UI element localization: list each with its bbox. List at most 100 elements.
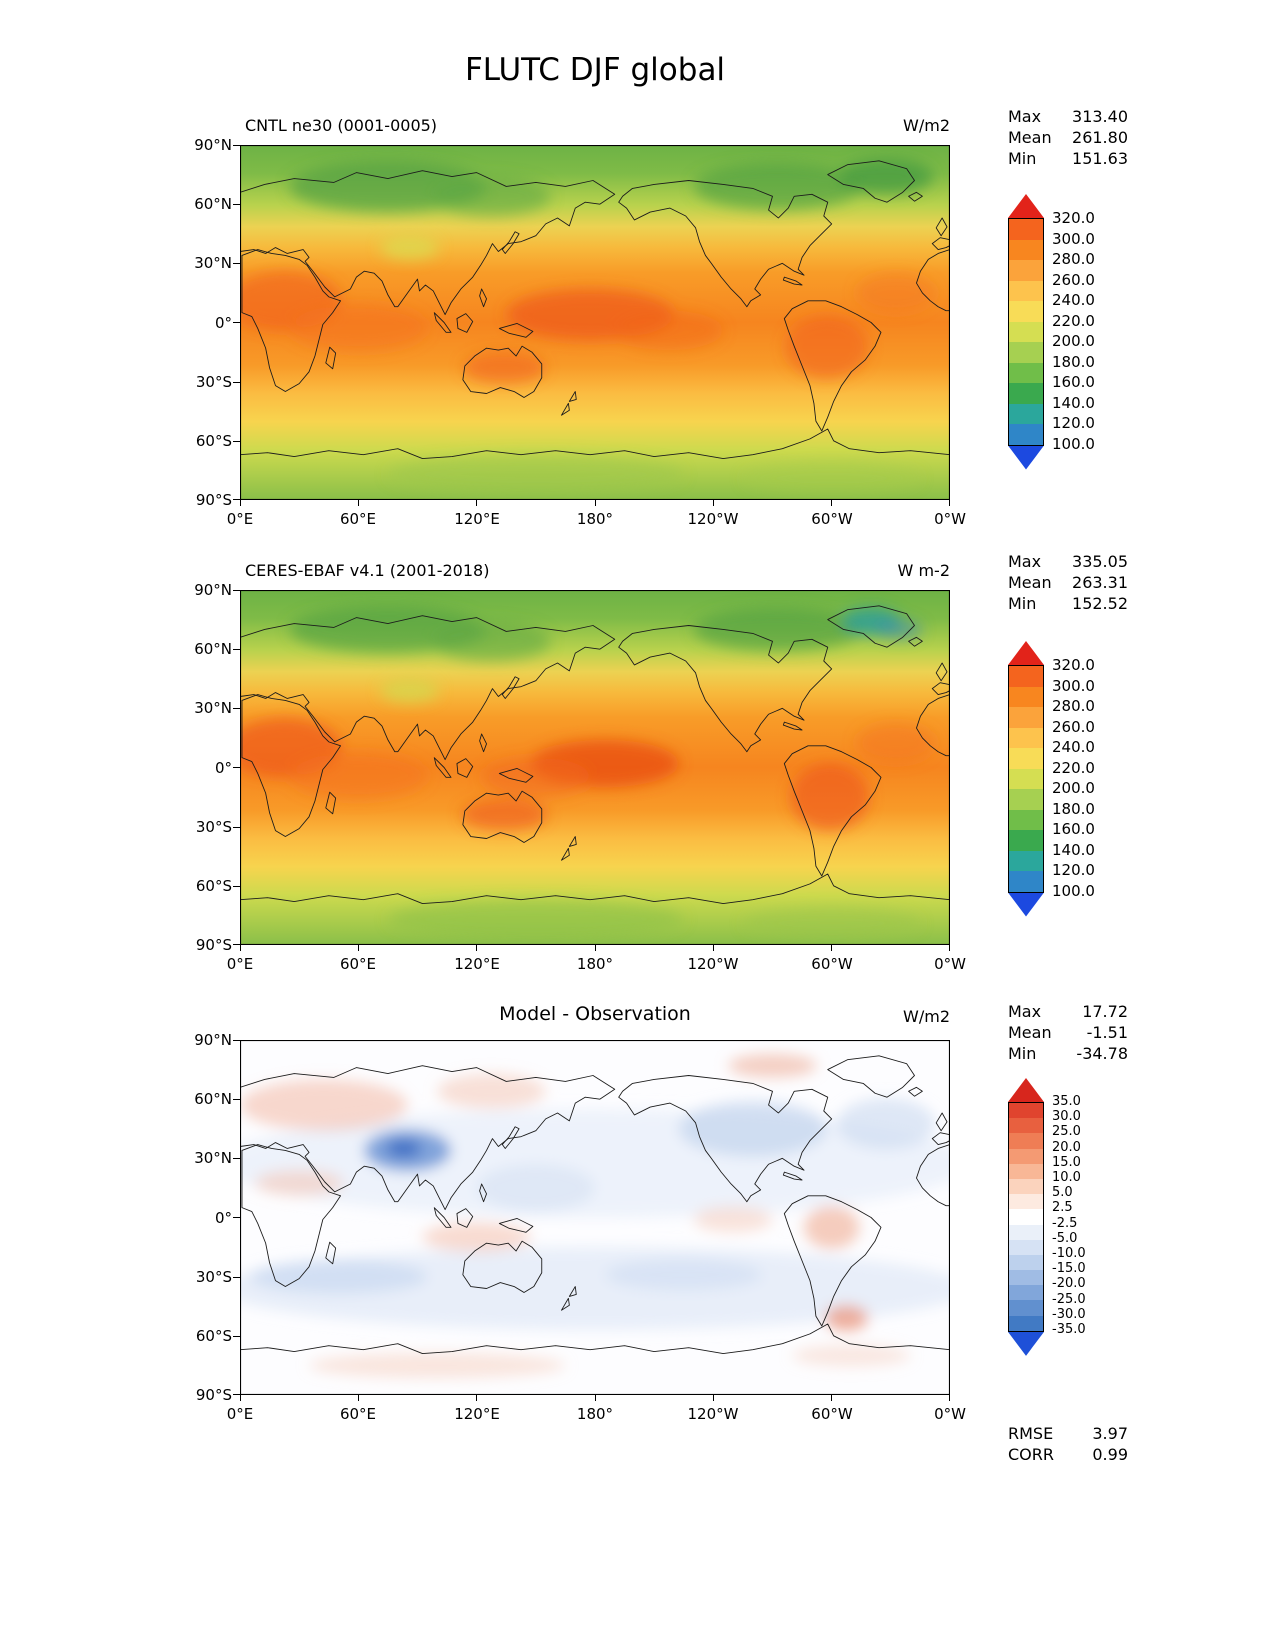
colorbar-tick-label: 180.0: [1052, 353, 1095, 371]
colorbar-segment: [1009, 1209, 1043, 1225]
y-tick-mark: [233, 263, 240, 264]
panel1-mean-label: Mean: [1008, 128, 1052, 147]
ytick-label: 0°: [214, 1209, 232, 1227]
panel3-units: W/m2: [903, 1007, 950, 1026]
ytick-label: 30°N: [194, 1149, 232, 1167]
y-tick-mark: [233, 145, 240, 146]
ytick-label: 60°S: [195, 432, 232, 450]
ytick-label: 90°S: [195, 491, 232, 509]
xtick-label: 60°E: [339, 955, 377, 973]
xtick-label: 0°E: [226, 1405, 254, 1423]
ytick-label: 90°S: [195, 1386, 232, 1404]
colorbar-body: [1008, 218, 1044, 446]
map-observation: [240, 590, 950, 945]
x-tick-mark: [831, 500, 832, 506]
panel2-min-label: Min: [1008, 594, 1037, 613]
panel1-mean-value: 261.80: [1072, 128, 1128, 147]
colorbar-tick-label: 240.0: [1052, 291, 1095, 309]
colorbar-segment: [1009, 383, 1043, 404]
colorbar-tick-label: 30.0: [1052, 1109, 1081, 1124]
colorbar-under-arrow: [1008, 892, 1044, 917]
panel3-min-label: Min: [1008, 1044, 1037, 1063]
y-tick-mark: [233, 767, 240, 768]
ytick-label: 90°N: [194, 1031, 232, 1049]
colorbar-over-arrow: [1008, 194, 1044, 218]
corr-label: CORR: [1008, 1445, 1054, 1464]
colorbar-tick-label: -2.5: [1052, 1216, 1078, 1231]
x-tick-mark: [831, 945, 832, 951]
x-tick-mark: [831, 1395, 832, 1401]
colorbar-tick-label: 5.0: [1052, 1185, 1073, 1200]
colorbar-segment: [1009, 1270, 1043, 1286]
colorbar-tick-label: -20.0: [1052, 1276, 1086, 1291]
xtick-label: 120°W: [687, 955, 739, 973]
map-difference: [240, 1040, 950, 1395]
panel2-mean-value: 263.31: [1072, 573, 1128, 592]
colorbar-tick-label: 300.0: [1052, 677, 1095, 695]
panel1-max-label: Max: [1008, 107, 1042, 126]
panel3-mean-label: Mean: [1008, 1023, 1052, 1042]
panel2-min-value: 152.52: [1072, 594, 1128, 613]
ytick-label: 0°: [214, 314, 232, 332]
colorbar-segment: [1009, 1224, 1043, 1240]
colorbar-tick-label: 220.0: [1052, 312, 1095, 330]
colorbar-tick-label: -35.0: [1052, 1322, 1086, 1337]
x-tick-mark: [713, 500, 714, 506]
x-tick-mark: [949, 500, 950, 506]
colorbar-segment: [1009, 1133, 1043, 1149]
xtick-label: 0°E: [226, 510, 254, 528]
y-tick-mark: [233, 827, 240, 828]
y-tick-mark: [233, 1158, 240, 1159]
colorbar-tick-label: 20.0: [1052, 1140, 1081, 1155]
colorbar-difference: [1008, 1078, 1044, 1356]
colorbar-over-arrow: [1008, 1078, 1044, 1102]
rmse-label: RMSE: [1008, 1424, 1054, 1443]
xtick-label: 60°E: [339, 1405, 377, 1423]
ytick-label: 30°N: [194, 254, 232, 272]
x-tick-mark: [358, 500, 359, 506]
y-tick-mark: [233, 441, 240, 442]
colorbar-tick-label: 280.0: [1052, 250, 1095, 268]
y-tick-mark: [233, 322, 240, 323]
ytick-label: 60°N: [194, 640, 232, 658]
colorbar-tick-label: 200.0: [1052, 779, 1095, 797]
y-tick-mark: [233, 382, 240, 383]
ytick-label: 90°N: [194, 136, 232, 154]
colorbar-under-arrow: [1008, 445, 1044, 470]
x-tick-mark: [240, 945, 241, 951]
xtick-label: 120°E: [454, 955, 500, 973]
colorbar-tick-label: 320.0: [1052, 209, 1095, 227]
page-title: FLUTC DJF global: [464, 52, 726, 88]
colorbar-segment: [1009, 239, 1043, 260]
colorbar-segment: [1009, 219, 1043, 240]
ytick-label: 30°S: [195, 818, 232, 836]
panel2-mean-label: Mean: [1008, 573, 1052, 592]
colorbar-segment: [1009, 403, 1043, 424]
panel2-max-value: 335.05: [1072, 552, 1128, 571]
panel3-title: Model - Observation: [499, 1003, 691, 1025]
colorbar-tick-label: 10.0: [1052, 1170, 1081, 1185]
colorbar-tick-label: 180.0: [1052, 800, 1095, 818]
map-model: [240, 145, 950, 500]
x-tick-mark: [949, 945, 950, 951]
y-tick-mark: [233, 204, 240, 205]
colorbar-segment: [1009, 280, 1043, 301]
colorbar-segment: [1009, 1254, 1043, 1271]
ytick-label: 60°N: [194, 195, 232, 213]
corr-value: 0.99: [1092, 1445, 1128, 1464]
colorbar-segment: [1009, 1285, 1043, 1301]
ytick-label: 30°S: [195, 373, 232, 391]
colorbar-segment: [1009, 342, 1043, 363]
colorbar-segment: [1009, 424, 1043, 445]
y-tick-mark: [233, 1336, 240, 1337]
colorbar-segment: [1009, 1239, 1043, 1255]
colorbar-tick-label: 220.0: [1052, 759, 1095, 777]
colorbar-tick-label: 120.0: [1052, 861, 1095, 879]
x-tick-mark: [595, 1395, 596, 1401]
colorbar-tick-label: 35.0: [1052, 1094, 1081, 1109]
colorbar-segment: [1009, 871, 1043, 892]
ytick-label: 60°N: [194, 1090, 232, 1108]
xtick-label: 60°W: [811, 1405, 853, 1423]
colorbar-segment: [1009, 1103, 1043, 1119]
y-tick-mark: [233, 590, 240, 591]
